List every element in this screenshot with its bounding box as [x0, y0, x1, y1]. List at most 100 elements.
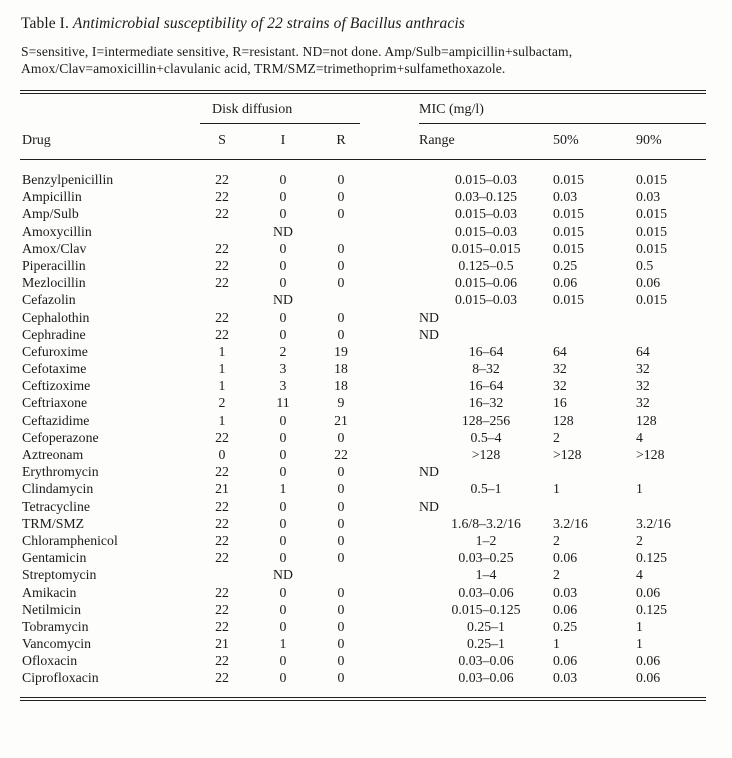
cell-i: 0 [279, 618, 287, 634]
cell-s: 22 [215, 532, 229, 548]
cell-r: 0 [337, 653, 345, 669]
cell-range: 128–256 [461, 412, 511, 428]
cell-s: 22 [215, 240, 229, 256]
table-body: Benzylpenicillin 22 0 0 0.015–0.03 0.015 0.015… [20, 160, 706, 700]
cell-p90: 2 [636, 532, 643, 548]
cell-i: 0 [279, 326, 287, 342]
cell-r: 0 [337, 206, 345, 222]
cell-gap [360, 309, 419, 326]
cell-range: 0.015–0.125 [451, 601, 521, 617]
cell-p50: 2 [553, 429, 560, 445]
cell-range: 0.03–0.06 [458, 670, 514, 686]
cell-s: 22 [215, 618, 229, 634]
cell-p50: 0.015 [553, 240, 585, 256]
table-footnote: S=sensitive, I=intermediate sensitive, R… [21, 44, 706, 77]
table-row: Gentamicin 22 0 0 0.03–0.25 0.06 0.125 [20, 550, 706, 567]
cell-drug: Ceftriaxone [22, 395, 88, 411]
footnote-line-2: Amox/Clav=amoxicillin+clavulanic acid, T… [21, 60, 506, 76]
cell-range: 0.25–1 [467, 636, 505, 652]
cell-gap [360, 292, 419, 309]
column-header-s: S [200, 123, 244, 160]
cell-gap [360, 584, 419, 601]
column-header-90pct: 90% [636, 123, 707, 160]
cell-p90: 0.06 [636, 670, 661, 686]
cell-p50: 128 [553, 412, 574, 428]
table-row: Aztreonam 0 0 22 >128 >128 >128 [20, 446, 706, 463]
cell-s: 22 [215, 550, 229, 566]
cell-s: 22 [215, 601, 229, 617]
cell-p50 [553, 498, 636, 515]
cell-p50: 0.03 [553, 584, 578, 600]
cell-i: 3 [279, 361, 287, 377]
cell-s: 22 [215, 275, 229, 291]
cell-drug: Amox/Clav [22, 240, 87, 256]
cell-i: 0 [279, 584, 287, 600]
cell-drug: Mezlocillin [22, 275, 86, 291]
cell-i: ND [273, 567, 293, 583]
cell-p90: 4 [636, 567, 643, 583]
cell-gap [360, 412, 419, 429]
cell-gap [360, 223, 419, 240]
cell-range: 0.5–4 [470, 429, 502, 445]
cell-p50 [553, 326, 636, 343]
cell-r: 22 [334, 447, 348, 462]
cell-p50: 32 [553, 378, 567, 394]
cell-p90: 0.06 [636, 653, 661, 669]
cell-s: 0 [218, 447, 226, 462]
cell-r: 18 [334, 361, 348, 377]
cell-r: 21 [334, 412, 348, 428]
cell-p90: 32 [636, 395, 650, 411]
cell-drug: Aztreonam [22, 447, 84, 462]
cell-drug: Ceftizoxime [22, 378, 91, 394]
cell-r: 0 [337, 326, 345, 342]
cell-r: 0 [337, 464, 345, 480]
table-row: Erythromycin 22 0 0 ND [20, 464, 706, 481]
cell-gap [360, 601, 419, 618]
cell-gap [360, 446, 419, 463]
cell-p50: 3.2/16 [553, 515, 588, 531]
cell-gap [360, 653, 419, 670]
cell-gap [360, 464, 419, 481]
cell-i: 0 [279, 275, 287, 291]
cell-gap [360, 326, 419, 343]
cell-p90 [636, 309, 706, 326]
table-row: Netilmicin 22 0 0 0.015–0.125 0.06 0.125 [20, 601, 706, 618]
cell-s: 22 [215, 326, 229, 342]
cell-drug: Tobramycin [22, 618, 89, 634]
table-row: Clindamycin 21 1 0 0.5–1 1 1 [20, 481, 706, 498]
cell-p50: 2 [553, 532, 560, 548]
cell-range: 0.015–0.03 [454, 172, 518, 187]
cell-gap [360, 240, 419, 257]
table-row: Ceftriaxone 2 11 9 16–32 16 32 [20, 395, 706, 412]
cell-p50: 32 [553, 361, 567, 377]
cell-range: ND [419, 464, 439, 480]
cell-s: 1 [218, 343, 226, 359]
column-header-drug: Drug [20, 123, 200, 160]
cell-p90: 0.06 [636, 275, 661, 291]
cell-range: 0.015–0.015 [451, 240, 521, 256]
cell-drug: Chloramphenicol [22, 532, 118, 548]
cell-r: 0 [337, 515, 345, 531]
cell-i: 0 [279, 240, 287, 256]
cell-range: 0.03–0.06 [458, 584, 514, 600]
table-row: Cefuroxime 1 2 19 16–64 64 64 [20, 343, 706, 360]
cell-r: 0 [337, 172, 345, 187]
table-title: Table I. Antimicrobial susceptibility of… [21, 14, 706, 34]
cell-drug: Cephradine [22, 326, 86, 342]
cell-p90: 32 [636, 361, 650, 377]
cell-p90 [636, 498, 706, 515]
cell-r: 18 [334, 378, 348, 394]
cell-s: 22 [215, 189, 229, 205]
cell-gap [360, 257, 419, 274]
cell-drug: Netilmicin [22, 601, 82, 617]
cell-p50: 0.25 [553, 618, 578, 634]
cell-range: 0.25–1 [467, 618, 505, 634]
cell-drug: Gentamicin [22, 550, 87, 566]
table-row: Amoxycillin ND 0.015–0.03 0.015 0.015 [20, 223, 706, 240]
cell-drug: Ciprofloxacin [22, 670, 99, 686]
cell-s: 22 [215, 464, 229, 480]
cell-i: 0 [279, 172, 287, 187]
table-title-text: Antimicrobial susceptibility of 22 strai… [72, 15, 465, 32]
table-row: Piperacillin 22 0 0 0.125–0.5 0.25 0.5 [20, 257, 706, 274]
cell-drug: Ampicillin [22, 189, 82, 205]
